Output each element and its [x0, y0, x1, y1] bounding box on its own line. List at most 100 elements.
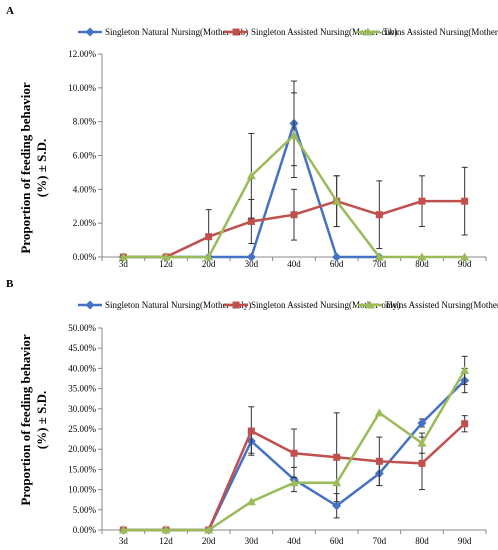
- data-point: [204, 252, 214, 261]
- data-point: [246, 497, 256, 506]
- legend-marker: [85, 27, 95, 37]
- legend-item-a-2: Singleton Assisted Nursing(Mother-cub): [224, 27, 397, 37]
- y-axis-title-a-line1: Proportion of feeding behavior: [18, 82, 33, 254]
- legend-item-b-1: Singleton Natural Nursing(Mother-only): [78, 300, 251, 310]
- data-point: [290, 211, 298, 219]
- data-point: [290, 449, 298, 457]
- y-tick-label-a: 6.00%: [73, 151, 97, 161]
- x-tick-label-b: 30d: [245, 536, 259, 546]
- y-tick-label-a: 8.00%: [73, 117, 97, 127]
- data-point: [332, 252, 342, 262]
- data-point: [375, 457, 383, 465]
- data-point: [375, 211, 383, 219]
- data-point: [417, 418, 427, 428]
- y-tick-label-a: 10.00%: [68, 83, 96, 93]
- y-tick-label-a: 0.00%: [73, 252, 97, 262]
- legend-label: Twins Assisted Nursing(Mother-only): [385, 300, 498, 310]
- x-tick-label-a: 12d: [159, 259, 173, 269]
- data-point: [161, 525, 171, 534]
- x-tick-label-b: 40d: [287, 536, 301, 546]
- legend-item-b-3: Twins Assisted Nursing(Mother-only): [358, 300, 498, 310]
- legend-marker: [232, 301, 240, 309]
- x-tick-label-a: 60d: [330, 259, 344, 269]
- y-axis-title-b-line2: (%) ± S.D.: [34, 391, 49, 449]
- x-tick-label-a: 70d: [373, 259, 387, 269]
- y-tick-label-b: 20.00%: [68, 444, 96, 454]
- data-point: [247, 427, 255, 435]
- series-a-2: [119, 166, 469, 261]
- y-axis-title-b: Proportion of feeding behavior (%) ± S.D…: [18, 334, 49, 506]
- data-point: [246, 252, 256, 262]
- y-tick-label-b: 35.00%: [68, 384, 96, 394]
- data-point: [461, 197, 469, 205]
- y-tick-label-b: 50.00%: [68, 323, 96, 333]
- data-point: [332, 501, 342, 511]
- x-tick-label-a: 20d: [202, 259, 216, 269]
- x-tick-label-b: 70d: [373, 536, 387, 546]
- x-tick-label-b: 3d: [119, 536, 129, 546]
- x-tick-label-a: 3d: [119, 259, 129, 269]
- data-point: [332, 196, 342, 205]
- panel-label-b: B: [6, 278, 14, 290]
- x-tick-label-b: 60d: [330, 536, 344, 546]
- data-point: [374, 252, 384, 261]
- legend-label: Singleton Assisted Nursing(Mother-cub): [251, 27, 397, 37]
- x-tick-label-b: 12d: [159, 536, 173, 546]
- legend-marker: [232, 28, 240, 36]
- legend-marker: [363, 27, 373, 36]
- data-point: [205, 233, 213, 241]
- panel-label-a: A: [6, 5, 14, 17]
- series-b-2: [119, 406, 469, 534]
- data-point: [289, 478, 299, 487]
- y-tick-label-b: 0.00%: [73, 525, 97, 535]
- data-point: [461, 420, 469, 428]
- data-point: [247, 217, 255, 225]
- y-tick-label-b: 40.00%: [68, 363, 96, 373]
- data-point: [332, 478, 342, 487]
- x-tick-label-a: 40d: [287, 259, 301, 269]
- x-tick-label-a: 90d: [458, 259, 472, 269]
- data-point: [246, 171, 256, 180]
- x-tick-label-b: 80d: [415, 536, 429, 546]
- x-tick-label-a: 30d: [245, 259, 259, 269]
- y-tick-label-a: 12.00%: [68, 49, 96, 59]
- legend-item-a-3: Twins Assisted Nursing(Mother-cub): [356, 27, 498, 37]
- chart-panel-a: A Proportion of feeding behavior (%) ± S…: [6, 5, 498, 269]
- x-tick-label-b: 20d: [202, 536, 216, 546]
- legend-label: Singleton Natural Nursing(Mother-cub): [105, 27, 248, 37]
- y-tick-label-b: 5.00%: [73, 505, 97, 515]
- data-point: [289, 130, 299, 139]
- legend-item-b-2: Singleton Assisted Nursing(Mother-only): [224, 300, 400, 310]
- y-tick-label-a: 4.00%: [73, 184, 97, 194]
- data-point: [374, 408, 384, 417]
- legend-label: Twins Assisted Nursing(Mother-cub): [383, 27, 498, 37]
- chart-panel-b: B Proportion of feeding behavior (%) ± S…: [6, 278, 498, 546]
- legend-item-a-1: Singleton Natural Nursing(Mother-cub): [78, 27, 248, 37]
- data-point: [417, 252, 427, 261]
- y-tick-label-b: 30.00%: [68, 404, 96, 414]
- data-point: [118, 252, 128, 261]
- data-point: [460, 252, 470, 261]
- series-a-3: [118, 92, 470, 261]
- legend-marker: [85, 300, 95, 310]
- y-tick-label-b: 15.00%: [68, 464, 96, 474]
- data-point: [204, 525, 214, 534]
- series-b-3: [118, 355, 470, 534]
- y-tick-label-b: 25.00%: [68, 424, 96, 434]
- x-tick-label-b: 90d: [458, 536, 472, 546]
- data-point: [418, 197, 426, 205]
- data-point: [418, 459, 426, 467]
- y-axis-title-b-line1: Proportion of feeding behavior: [18, 334, 33, 506]
- data-point: [417, 438, 427, 447]
- y-axis-title-a: Proportion of feeding behavior (%) ± S.D…: [18, 82, 49, 254]
- y-tick-label-a: 2.00%: [73, 218, 97, 228]
- y-tick-label-b: 10.00%: [68, 485, 96, 495]
- data-point: [118, 525, 128, 534]
- x-tick-label-a: 80d: [415, 259, 429, 269]
- legend-marker: [365, 300, 375, 309]
- data-point: [460, 365, 470, 374]
- legend-label: Singleton Assisted Nursing(Mother-only): [251, 300, 400, 310]
- legend-label: Singleton Natural Nursing(Mother-only): [105, 300, 251, 310]
- data-point: [333, 453, 341, 461]
